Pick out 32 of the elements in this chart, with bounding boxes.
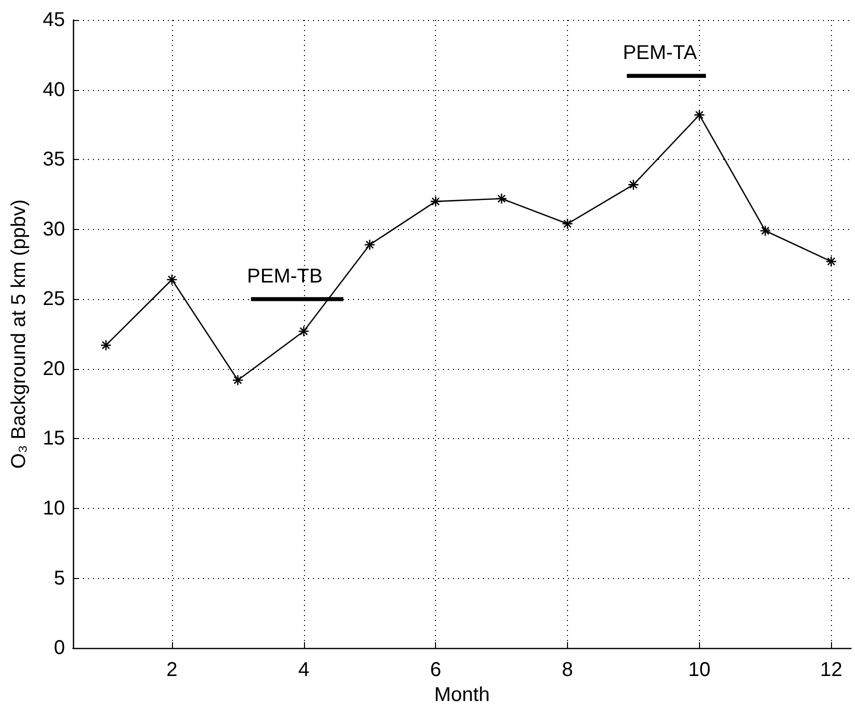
- x-tick-label: 6: [430, 659, 442, 682]
- y-tick-label: 40: [42, 78, 65, 101]
- point: [628, 179, 640, 190]
- y-axis-title: O₃ Background at 5 km (ppbv): [8, 199, 30, 469]
- point: [166, 274, 178, 286]
- y-tick-label: 15: [42, 428, 65, 450]
- y-tick-label: 20: [42, 358, 65, 380]
- point: [562, 218, 574, 230]
- y-tick-label: 30: [42, 218, 65, 240]
- point: [232, 374, 244, 386]
- series-label: PEM-TA: [622, 42, 698, 64]
- point: [430, 196, 442, 208]
- x-tick-label: 8: [562, 659, 574, 682]
- point: [496, 193, 508, 204]
- point: [826, 256, 837, 268]
- y-tick-label: 45: [42, 9, 65, 31]
- y-tick-label: 10: [42, 498, 65, 520]
- point: [364, 239, 376, 250]
- y-tick-label: 5: [54, 567, 65, 590]
- y-tick-label: 25: [42, 288, 65, 310]
- point: [100, 340, 112, 351]
- point: [694, 109, 706, 121]
- x-tick-label: 2: [166, 659, 178, 682]
- y-tick-label: 35: [42, 148, 65, 171]
- point: [760, 225, 771, 236]
- y-tick-label: 0: [54, 637, 65, 660]
- series-label: PEM-TB: [247, 266, 323, 288]
- x-tick-label: 4: [298, 659, 310, 682]
- x-tick-label: 10: [688, 659, 710, 682]
- x-axis-title: Month: [434, 684, 490, 706]
- point: [298, 326, 310, 337]
- x-tick-label: 12: [820, 659, 842, 682]
